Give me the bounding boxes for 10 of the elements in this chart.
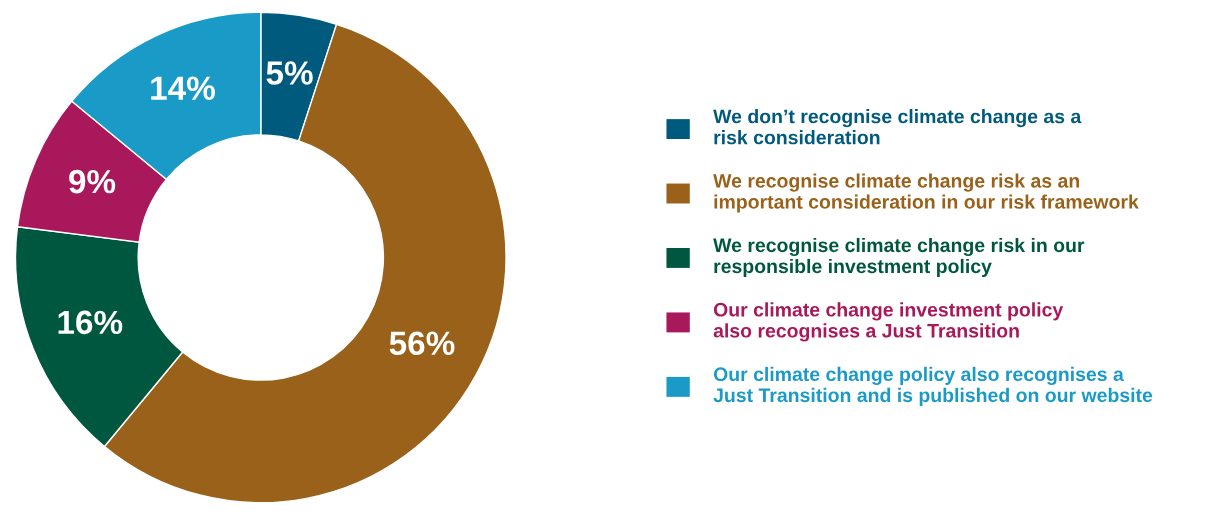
- data-label: 56%: [389, 331, 455, 356]
- legend-label: Our climate change investment policy also recognises a Just Transition: [713, 302, 1064, 342]
- data-label: 16%: [58, 310, 123, 335]
- legend-label: We recognise climate change risk in our responsible investment policy: [713, 237, 1085, 278]
- legend-label: We don’t recognise climate change as a risk consideration: [713, 109, 1082, 145]
- data-label: 14%: [151, 76, 215, 100]
- legend-label: Our climate change policy also recognises a Just Transition and is published on our website: [713, 366, 1153, 406]
- data-label: 5%: [266, 61, 313, 85]
- data-label: 9%: [69, 169, 116, 194]
- legend-label: We recognise climate change risk as an important consideration in our risk framework: [713, 173, 1139, 213]
